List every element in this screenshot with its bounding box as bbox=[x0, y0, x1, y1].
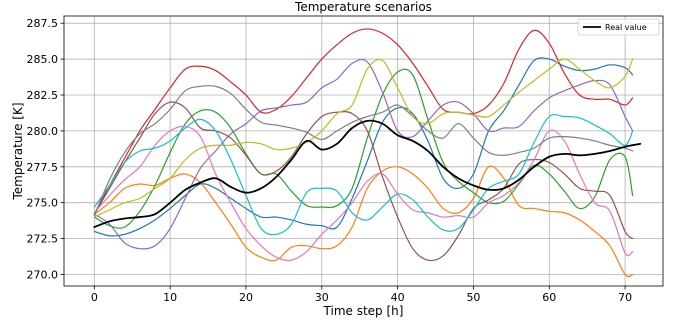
x-tick-label: 30 bbox=[315, 291, 329, 304]
y-tick-label: 287.5 bbox=[27, 17, 59, 30]
y-tick-label: 277.5 bbox=[27, 161, 59, 174]
y-tick-label: 285.0 bbox=[27, 53, 59, 66]
y-axis-label: Temperature [K] bbox=[11, 102, 25, 200]
series-line-scenario-5 bbox=[93, 58, 634, 250]
legend-entry-real-value: Real value bbox=[605, 23, 647, 32]
x-tick-label: 50 bbox=[466, 291, 480, 304]
series-line-scenario-7 bbox=[93, 125, 634, 262]
series-line-scenario-3 bbox=[93, 68, 634, 229]
x-tick-label: 60 bbox=[542, 291, 556, 304]
series-line-scenario-8 bbox=[93, 85, 634, 217]
chart-title: Temperature scenarios bbox=[294, 0, 432, 14]
y-tick-label: 270.0 bbox=[27, 269, 59, 282]
series-line-scenario-6 bbox=[93, 101, 634, 262]
series-line-scenario-1 bbox=[93, 57, 634, 237]
series-layer bbox=[93, 28, 642, 278]
series-line-scenario-10 bbox=[93, 113, 634, 236]
series-line-real-value bbox=[93, 119, 642, 229]
legend-box bbox=[577, 18, 660, 36]
x-tick-label: 40 bbox=[391, 291, 405, 304]
plot-frame bbox=[63, 15, 664, 287]
series-line-scenario-2 bbox=[93, 165, 634, 278]
x-axis-label: Time step [h] bbox=[323, 304, 404, 318]
y-tick-label: 282.5 bbox=[27, 89, 59, 102]
y-tick-label: 272.5 bbox=[27, 233, 59, 246]
series-line-scenario-4 bbox=[93, 28, 634, 215]
y-tick-label: 280.0 bbox=[27, 125, 59, 138]
legend: Real value bbox=[577, 18, 660, 36]
y-axis-ticks: 270.0 272.5 275.0 277.5 280.0 282.5 285.0 287.5 bbox=[27, 17, 64, 282]
series-line-scenario-9 bbox=[93, 58, 634, 218]
x-tick-label: 70 bbox=[618, 291, 632, 304]
x-axis-ticks: 0 10 20 30 40 50 60 70 bbox=[91, 286, 632, 304]
x-tick-label: 20 bbox=[239, 291, 253, 304]
y-tick-label: 275.0 bbox=[27, 197, 59, 210]
x-tick-label: 0 bbox=[91, 291, 98, 304]
x-tick-label: 10 bbox=[163, 291, 177, 304]
